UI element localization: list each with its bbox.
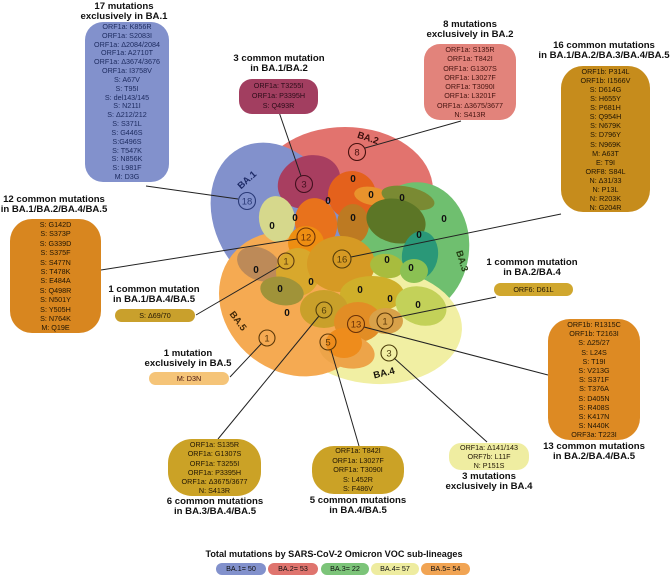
svg-text:0: 0 — [350, 213, 356, 224]
svg-text:0: 0 — [408, 263, 414, 274]
svg-text:0: 0 — [292, 213, 298, 224]
svg-text:3: 3 — [386, 349, 391, 360]
svg-text:6: 6 — [321, 306, 326, 317]
svg-text:18: 18 — [242, 197, 253, 208]
svg-text:0: 0 — [277, 284, 283, 295]
svg-text:BA.4: BA.4 — [372, 365, 396, 381]
svg-text:16: 16 — [337, 255, 348, 266]
svg-text:0: 0 — [350, 174, 356, 185]
svg-text:0: 0 — [368, 190, 374, 201]
svg-text:0: 0 — [384, 255, 390, 266]
svg-text:0: 0 — [415, 300, 421, 311]
svg-text:0: 0 — [387, 294, 393, 305]
svg-text:13: 13 — [351, 320, 362, 331]
svg-text:0: 0 — [325, 196, 331, 207]
svg-text:0: 0 — [308, 277, 314, 288]
svg-text:1: 1 — [382, 317, 387, 328]
svg-text:0: 0 — [357, 285, 363, 296]
svg-text:0: 0 — [253, 265, 259, 276]
svg-text:1: 1 — [264, 334, 269, 345]
svg-text:0: 0 — [399, 193, 405, 204]
svg-text:0: 0 — [269, 221, 275, 232]
svg-text:5: 5 — [325, 338, 330, 349]
svg-text:0: 0 — [284, 308, 290, 319]
svg-text:0: 0 — [441, 214, 447, 225]
svg-text:0: 0 — [416, 230, 422, 241]
svg-text:3: 3 — [301, 180, 306, 191]
svg-text:8: 8 — [354, 148, 359, 159]
svg-text:1: 1 — [283, 257, 288, 268]
svg-text:12: 12 — [301, 233, 312, 244]
